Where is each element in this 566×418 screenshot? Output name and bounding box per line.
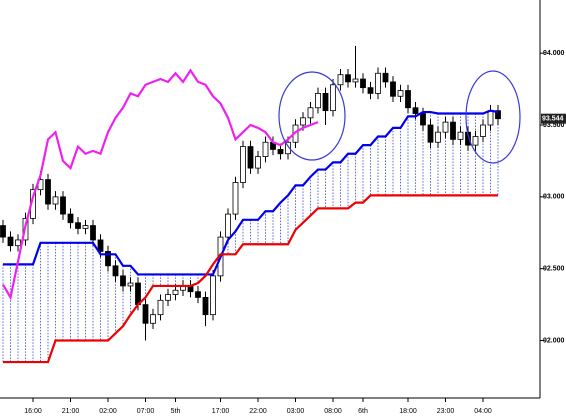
candle-body — [360, 78, 366, 89]
candle-body — [75, 222, 81, 229]
candle-body — [255, 156, 261, 169]
candle-body — [427, 124, 434, 143]
x-tick-label: 18:00 — [399, 408, 417, 415]
candle-body — [307, 107, 314, 119]
indicator-line — [3, 194, 498, 364]
x-tick-label: 03:00 — [287, 408, 305, 415]
candle-body — [67, 213, 74, 224]
candle-body — [480, 124, 486, 137]
candle-body — [202, 297, 209, 316]
candle-body — [112, 265, 119, 277]
y-tick-label: 93.500 — [543, 122, 565, 129]
candle-body — [150, 314, 156, 324]
candle-body — [135, 282, 141, 306]
candle-body — [52, 196, 59, 205]
x-tick-label: 22:00 — [249, 408, 267, 415]
candle-body — [262, 141, 269, 158]
candle-body — [240, 146, 246, 183]
candle-body — [345, 74, 351, 83]
candle-body — [142, 304, 149, 324]
candle-body — [195, 291, 201, 298]
x-tick-label: 17:00 — [212, 408, 230, 415]
indicator-line — [2, 68, 319, 301]
x-tick-label: 02:00 — [99, 408, 117, 415]
candle-body — [472, 136, 479, 146]
candle-body — [420, 113, 426, 126]
candle-body — [442, 121, 449, 133]
candle-body — [285, 141, 291, 155]
y-tick-label: 94.000 — [543, 50, 565, 57]
indicator-line — [3, 109, 499, 276]
candle-body — [450, 121, 456, 140]
x-tick-label: 04:00 — [474, 408, 492, 415]
highlight-circle — [278, 71, 346, 161]
candle-body — [457, 131, 464, 140]
candle-body — [232, 182, 239, 215]
candle-body — [225, 213, 231, 238]
candle-body — [382, 72, 389, 83]
candle-body — [247, 146, 254, 169]
x-tick-label: 5th — [171, 408, 181, 415]
candle-body — [300, 117, 306, 126]
candle-body — [435, 131, 441, 143]
candle-body — [0, 225, 6, 238]
candle-body — [352, 78, 359, 83]
candle-body — [105, 251, 111, 267]
candle-body — [172, 289, 179, 295]
last-price-label: 93.544 — [542, 116, 564, 123]
last-price-box — [541, 113, 566, 124]
candle-body — [337, 74, 344, 86]
candle-body — [390, 81, 396, 97]
candle-body — [82, 225, 89, 229]
y-tick-label: 92.500 — [543, 266, 565, 273]
candle-body — [210, 275, 216, 316]
y-tick-label: 93.000 — [543, 194, 565, 201]
candle-body — [90, 225, 96, 241]
candle-body — [277, 149, 284, 155]
candle-body — [15, 239, 21, 247]
candle-body — [120, 275, 126, 287]
candle-body — [127, 282, 134, 287]
candle-body — [375, 72, 381, 94]
highlight-circle — [465, 70, 521, 164]
candle-body — [412, 107, 419, 114]
plot-area — [0, 45, 501, 364]
x-tick-label: 07:00 — [137, 408, 155, 415]
candle-body — [322, 92, 329, 112]
x-tick-label: 16:00 — [24, 408, 42, 415]
candle-body — [45, 179, 51, 205]
x-tick-label: 6th — [358, 408, 368, 415]
x-tick-label: 08:00 — [324, 408, 342, 415]
candle-body — [487, 110, 494, 126]
candle-body — [397, 90, 404, 97]
candle-body — [315, 92, 321, 109]
candle-body — [165, 294, 171, 301]
candle-body — [157, 299, 164, 316]
candle-body — [7, 236, 14, 247]
x-tick-label: 21:00 — [62, 408, 80, 415]
candle-body — [405, 90, 411, 109]
candle-body — [330, 84, 336, 112]
candle-body — [60, 196, 66, 215]
candle-body — [367, 87, 374, 94]
x-tick-label: 23:00 — [437, 408, 455, 415]
candle-body — [97, 239, 104, 252]
y-tick-label: 92.000 — [543, 337, 565, 344]
candle-body — [495, 110, 501, 120]
